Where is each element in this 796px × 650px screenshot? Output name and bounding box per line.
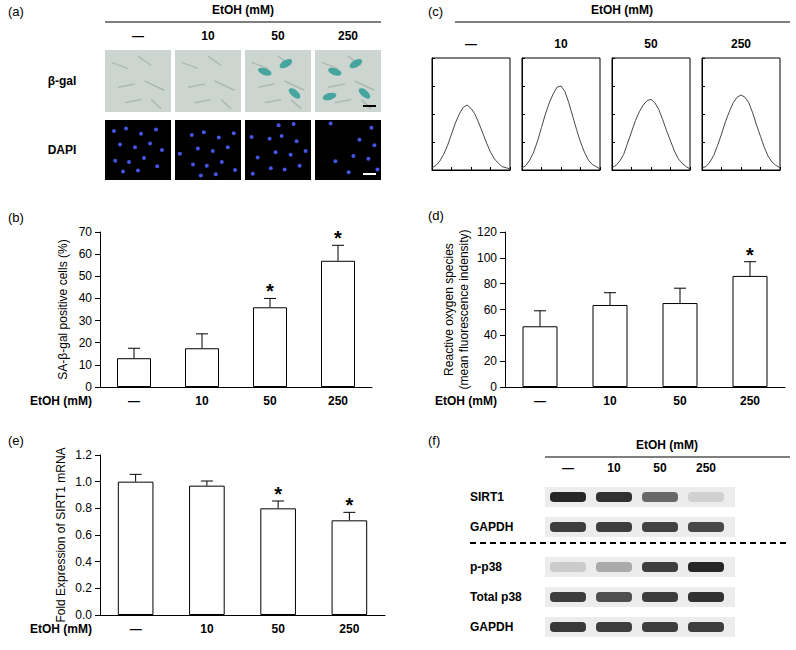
svg-text:—: —	[132, 29, 144, 43]
svg-text:250: 250	[731, 37, 751, 51]
svg-text:30: 30	[79, 314, 93, 328]
svg-text:100: 100	[477, 251, 497, 265]
svg-text:10: 10	[200, 622, 214, 636]
svg-text:—: —	[534, 394, 546, 408]
svg-text:EtOH (mM): EtOH (mM)	[212, 3, 274, 17]
svg-text:—: —	[128, 394, 140, 408]
svg-text:*: *	[746, 244, 754, 266]
svg-text:EtOH (mM): EtOH (mM)	[636, 438, 698, 452]
svg-text:(f): (f)	[428, 433, 440, 448]
svg-text:EtOH (mM): EtOH (mM)	[591, 3, 653, 17]
svg-text:EtOH (mM): EtOH (mM)	[30, 622, 92, 636]
svg-text:0.8: 0.8	[75, 501, 92, 515]
svg-text:(mean fluorescence indensity): (mean fluorescence indensity)	[457, 229, 471, 389]
svg-text:Total p38: Total p38	[470, 590, 522, 604]
svg-text:50: 50	[271, 622, 285, 636]
svg-text:Fold Expression of SIRT1 mRNA: Fold Expression of SIRT1 mRNA	[54, 447, 68, 622]
svg-text:0: 0	[490, 380, 497, 394]
svg-text:60: 60	[79, 247, 93, 261]
svg-text:—: —	[130, 622, 142, 636]
svg-text:40: 40	[79, 291, 93, 305]
svg-text:0: 0	[85, 380, 92, 394]
svg-text:1.2: 1.2	[75, 448, 92, 462]
svg-text:SA-β-gal positive cells (%): SA-β-gal positive cells (%)	[56, 239, 70, 379]
svg-text:(c): (c)	[428, 4, 443, 19]
svg-text:EtOH (mM): EtOH (mM)	[435, 394, 497, 408]
svg-text:DAPI: DAPI	[48, 143, 77, 157]
svg-text:(e): (e)	[8, 433, 24, 448]
svg-text:70: 70	[79, 225, 93, 239]
svg-text:50: 50	[271, 29, 285, 43]
svg-text:250: 250	[740, 394, 760, 408]
svg-text:Reactive oxygen species: Reactive oxygen species	[442, 243, 456, 376]
svg-text:120: 120	[477, 225, 497, 239]
svg-text:50: 50	[79, 269, 93, 283]
svg-text:10: 10	[607, 461, 621, 475]
svg-text:(a): (a)	[8, 4, 24, 19]
svg-text:1.0: 1.0	[75, 475, 92, 489]
svg-text:20: 20	[79, 336, 93, 350]
svg-text:0.2: 0.2	[75, 581, 92, 595]
svg-text:β-gal: β-gal	[48, 74, 77, 88]
svg-text:250: 250	[338, 29, 358, 43]
svg-text:0.4: 0.4	[75, 555, 92, 569]
svg-text:250: 250	[696, 461, 716, 475]
svg-text:p-p38: p-p38	[470, 560, 502, 574]
svg-text:10: 10	[79, 358, 93, 372]
svg-text:10: 10	[201, 29, 215, 43]
svg-text:80: 80	[484, 277, 498, 291]
svg-text:*: *	[274, 483, 282, 505]
svg-text:0.6: 0.6	[75, 528, 92, 542]
svg-text:20: 20	[484, 354, 498, 368]
svg-text:60: 60	[484, 303, 498, 317]
svg-text:—: —	[465, 37, 477, 51]
svg-text:GAPDH: GAPDH	[470, 520, 513, 534]
svg-text:50: 50	[263, 394, 277, 408]
svg-text:(b): (b)	[8, 210, 24, 225]
svg-text:0.0: 0.0	[75, 608, 92, 622]
svg-text:(d): (d)	[428, 208, 444, 223]
svg-text:—: —	[562, 461, 574, 475]
svg-text:10: 10	[195, 394, 209, 408]
svg-text:SIRT1: SIRT1	[470, 490, 504, 504]
svg-text:10: 10	[603, 394, 617, 408]
svg-text:50: 50	[673, 394, 687, 408]
svg-text:GAPDH: GAPDH	[470, 620, 513, 634]
svg-text:10: 10	[554, 37, 568, 51]
svg-text:40: 40	[484, 328, 498, 342]
svg-text:50: 50	[653, 461, 667, 475]
svg-text:*: *	[266, 280, 274, 302]
svg-text:250: 250	[328, 394, 348, 408]
svg-text:*: *	[345, 494, 353, 516]
svg-text:EtOH (mM): EtOH (mM)	[30, 394, 92, 408]
svg-text:250: 250	[339, 622, 359, 636]
svg-text:*: *	[334, 227, 342, 249]
svg-text:50: 50	[644, 37, 658, 51]
